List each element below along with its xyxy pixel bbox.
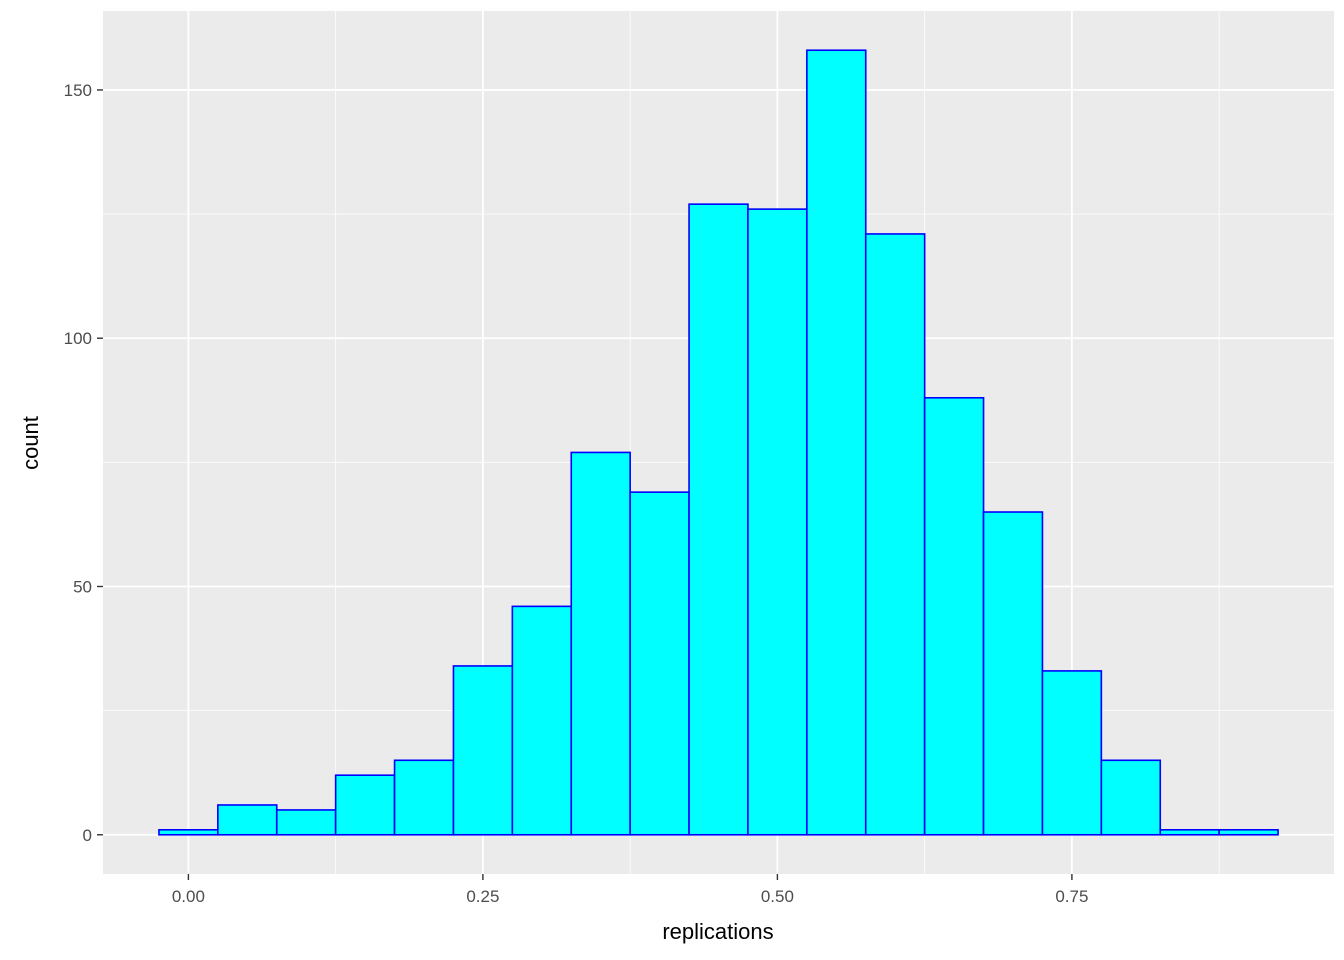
histogram-bar (217, 804, 278, 836)
histogram-bar (747, 208, 808, 836)
x-tick-label: 0.50 (761, 887, 794, 906)
histogram-bar (511, 605, 573, 836)
x-axis-tick-labels: 0.00 0.25 0.50 0.75 (172, 887, 1089, 906)
histogram-bar (275, 809, 337, 836)
x-axis-title: replications (662, 919, 773, 944)
histogram-bar (570, 451, 631, 836)
histogram-bar (334, 774, 396, 836)
y-tick-label: 100 (64, 329, 92, 348)
histogram-bar (393, 759, 455, 836)
x-tick-label: 0.25 (466, 887, 499, 906)
histogram-bar (629, 491, 690, 836)
histogram-bar (452, 665, 514, 836)
histogram-bar (1159, 829, 1220, 836)
y-axis-tick-labels: 0 50 100 150 (64, 81, 92, 845)
histogram-bar (923, 397, 985, 836)
x-tick-label: 0.00 (172, 887, 205, 906)
histogram-bar (1218, 829, 1279, 836)
y-tick-label: 0 (83, 826, 92, 845)
histogram-bar (688, 203, 749, 836)
histogram-bar (982, 511, 1044, 836)
histogram-bars (158, 49, 1279, 836)
y-tick-label: 150 (64, 81, 92, 100)
y-tick-label: 50 (73, 577, 92, 596)
histogram-bar (158, 829, 219, 836)
axis-ticks (97, 89, 1073, 880)
histogram-bar (864, 233, 926, 836)
histogram-bar (806, 49, 867, 836)
x-tick-label: 0.75 (1055, 887, 1088, 906)
y-axis-title: count (18, 416, 43, 470)
histogram-bar (1100, 759, 1162, 836)
histogram-bar (1041, 670, 1103, 836)
